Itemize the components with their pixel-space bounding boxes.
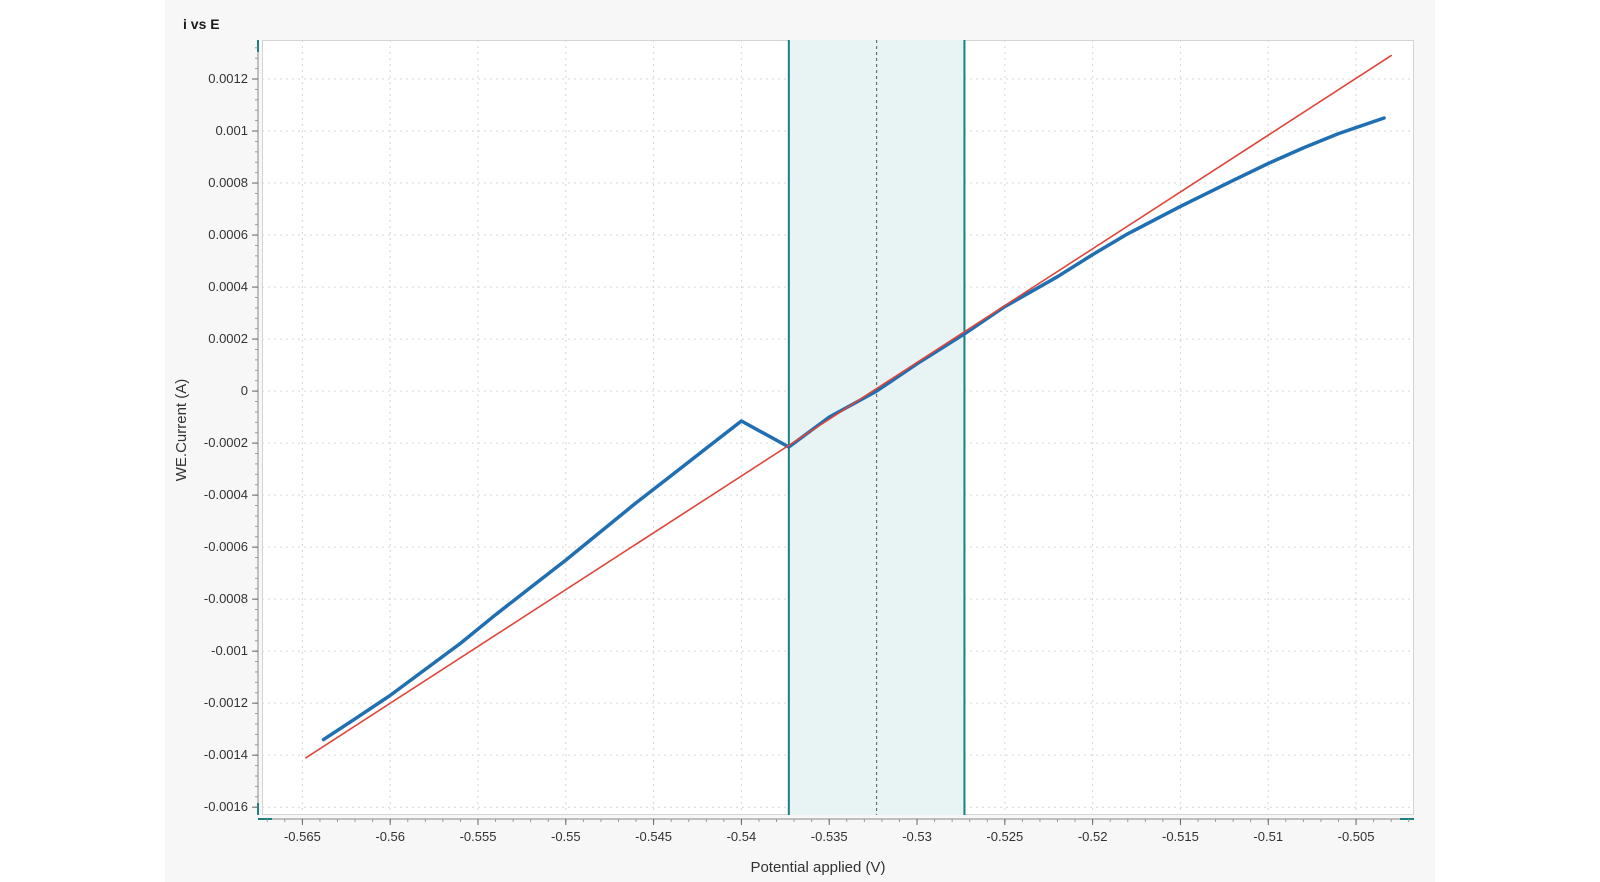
y-tick-label: 0.0008 [208, 175, 248, 190]
y-tick-label: -0.0008 [204, 591, 248, 606]
x-tick-label: -0.545 [635, 829, 672, 844]
x-tick-label: -0.555 [460, 829, 497, 844]
series-layer [305, 54, 1392, 759]
region-layer [787, 40, 966, 815]
axis-layer: -0.0016 -0.0014 -0.0012 -0.001 -0.0008 -0.000… [204, 40, 1414, 844]
x-axis-label: Potential applied (V) [750, 859, 885, 876]
x-tick-label: -0.54 [727, 829, 757, 844]
y-tick-label: 0.0004 [208, 279, 248, 294]
y-tick-label: -0.0016 [204, 799, 248, 814]
y-tick-label: -0.0012 [204, 695, 248, 710]
y-axis-label: WE.Current (A) [173, 379, 190, 482]
y-tick-label: -0.0014 [204, 747, 248, 762]
y-tick-label: 0.0012 [208, 71, 248, 86]
fit-region [788, 40, 965, 815]
x-tick-label: -0.52 [1078, 829, 1108, 844]
y-tick-label: 0.001 [215, 123, 248, 138]
x-tick-label: -0.53 [902, 829, 932, 844]
x-tick-label: -0.515 [1162, 829, 1199, 844]
x-tick-label: -0.55 [551, 829, 581, 844]
y-tick-label: -0.0004 [204, 487, 248, 502]
y-tick-label: -0.001 [211, 643, 248, 658]
y-tick-label: 0.0006 [208, 227, 248, 242]
x-tick-label: -0.525 [986, 829, 1023, 844]
y-tick-label: -0.0006 [204, 539, 248, 554]
x-tick-label: -0.51 [1253, 829, 1283, 844]
x-tick-label: -0.565 [284, 829, 321, 844]
chart-title: i vs E [183, 16, 220, 32]
x-tick-label: -0.535 [811, 829, 848, 844]
y-tick-label: 0 [241, 383, 248, 398]
x-tick-label: -0.505 [1338, 829, 1375, 844]
x-tick-label: -0.56 [375, 829, 405, 844]
y-tick-label: -0.0002 [204, 435, 248, 450]
y-tick-label: 0.0002 [208, 331, 248, 346]
fit-line [305, 54, 1392, 759]
